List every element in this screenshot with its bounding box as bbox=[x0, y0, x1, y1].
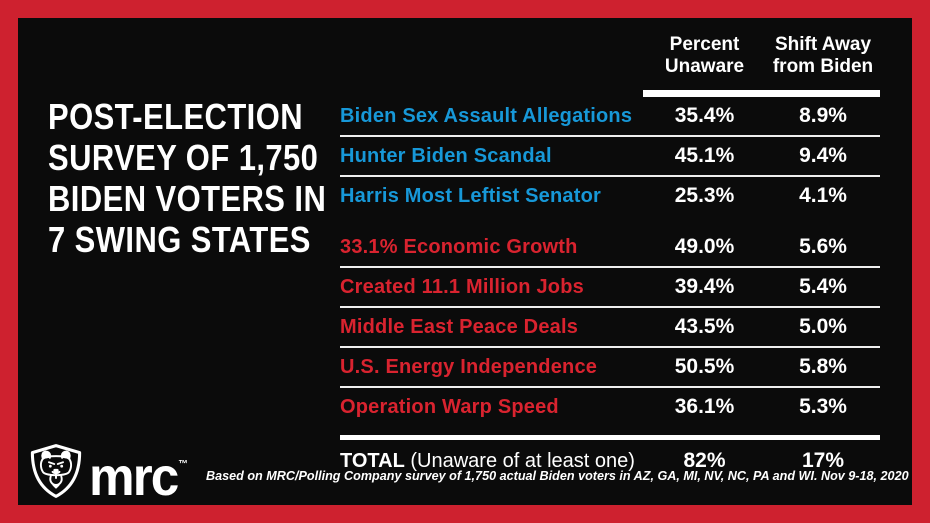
shift-away-value: 8.9% bbox=[799, 104, 847, 127]
mrc-bulldog-shield-icon bbox=[30, 444, 82, 498]
header-underline bbox=[643, 90, 880, 97]
column-header-shift-away: Shift Away from Biden bbox=[772, 34, 874, 77]
survey-table: Percent Unaware Shift Away from Biden Bi… bbox=[340, 28, 880, 482]
section-biden-stories: Biden Sex Assault Allegations 35.4% 8.9%… bbox=[340, 97, 880, 215]
percent-unaware-value: 25.3% bbox=[674, 184, 735, 207]
percent-unaware-value: 39.4% bbox=[674, 275, 735, 298]
row-label: 33.1% Economic Growth bbox=[340, 235, 578, 258]
table-row: Biden Sex Assault Allegations 35.4% 8.9% bbox=[340, 97, 880, 135]
total-label: TOTAL (Unaware of at least one) bbox=[340, 450, 643, 473]
total-label-rest: (Unaware of at least one) bbox=[410, 449, 635, 472]
column-header-percent-unaware: Percent Unaware bbox=[664, 34, 745, 77]
row-divider bbox=[340, 306, 880, 308]
trademark-symbol: ™ bbox=[178, 459, 188, 470]
percent-unaware-value: 35.4% bbox=[674, 104, 735, 127]
shift-away-value: 4.1% bbox=[799, 184, 847, 207]
percent-unaware-value: 36.1% bbox=[674, 395, 735, 418]
shift-away-value: 5.0% bbox=[799, 315, 847, 338]
row-label: Harris Most Leftist Senator bbox=[340, 184, 602, 207]
shift-away-value: 5.3% bbox=[799, 395, 847, 418]
table-row: Hunter Biden Scandal 45.1% 9.4% bbox=[340, 137, 880, 175]
total-label-bold: TOTAL bbox=[340, 449, 405, 472]
row-divider bbox=[340, 135, 880, 137]
row-divider bbox=[340, 175, 880, 177]
row-divider bbox=[340, 386, 880, 388]
shift-away-value: 5.4% bbox=[799, 275, 847, 298]
percent-unaware-value: 49.0% bbox=[674, 235, 735, 258]
percent-unaware-value: 43.5% bbox=[674, 315, 735, 338]
row-label: Middle East Peace Deals bbox=[340, 315, 579, 338]
total-shift-away-value: 17% bbox=[801, 449, 845, 472]
total-percent-unaware-value: 82% bbox=[683, 449, 726, 472]
row-label: U.S. Energy Independence bbox=[340, 355, 598, 378]
row-label: Created 11.1 Million Jobs bbox=[340, 275, 584, 298]
shift-away-value: 9.4% bbox=[799, 144, 847, 167]
row-divider bbox=[340, 346, 880, 348]
page-title: POST-ELECTION SURVEY OF 1,750 BIDEN VOTE… bbox=[48, 96, 327, 260]
row-divider bbox=[340, 266, 880, 268]
table-header-row: Percent Unaware Shift Away from Biden bbox=[340, 28, 880, 90]
table-row: Created 11.1 Million Jobs 39.4% 5.4% bbox=[340, 268, 880, 306]
table-row: Middle East Peace Deals 43.5% 5.0% bbox=[340, 308, 880, 346]
percent-unaware-value: 50.5% bbox=[674, 355, 735, 378]
table-row: Harris Most Leftist Senator 25.3% 4.1% bbox=[340, 177, 880, 215]
source-footnote: Based on MRC/Polling Company survey of 1… bbox=[206, 467, 909, 483]
table-row: Operation Warp Speed 36.1% 5.3% bbox=[340, 388, 880, 426]
shift-away-value: 5.8% bbox=[799, 355, 847, 378]
table-row: 33.1% Economic Growth 49.0% 5.6% bbox=[340, 228, 880, 266]
footer: mrc™ Based on MRC/Polling Company survey… bbox=[28, 439, 909, 504]
mrc-logo-text: mrc bbox=[89, 447, 179, 507]
percent-unaware-value: 45.1% bbox=[674, 144, 735, 167]
row-label: Operation Warp Speed bbox=[340, 395, 559, 418]
row-label: Biden Sex Assault Allegations bbox=[340, 104, 633, 127]
total-row: TOTAL (Unaware of at least one) 82% 17% bbox=[340, 440, 880, 482]
row-label: Hunter Biden Scandal bbox=[340, 144, 552, 167]
total-divider bbox=[340, 435, 880, 440]
mrc-logo-wordmark: mrc™ bbox=[89, 441, 188, 504]
shift-away-value: 5.6% bbox=[799, 235, 847, 258]
section-trump-achievements: 33.1% Economic Growth 49.0% 5.6% Created… bbox=[340, 228, 880, 426]
table-row: U.S. Energy Independence 50.5% 5.8% bbox=[340, 348, 880, 386]
section-gap bbox=[340, 215, 880, 228]
